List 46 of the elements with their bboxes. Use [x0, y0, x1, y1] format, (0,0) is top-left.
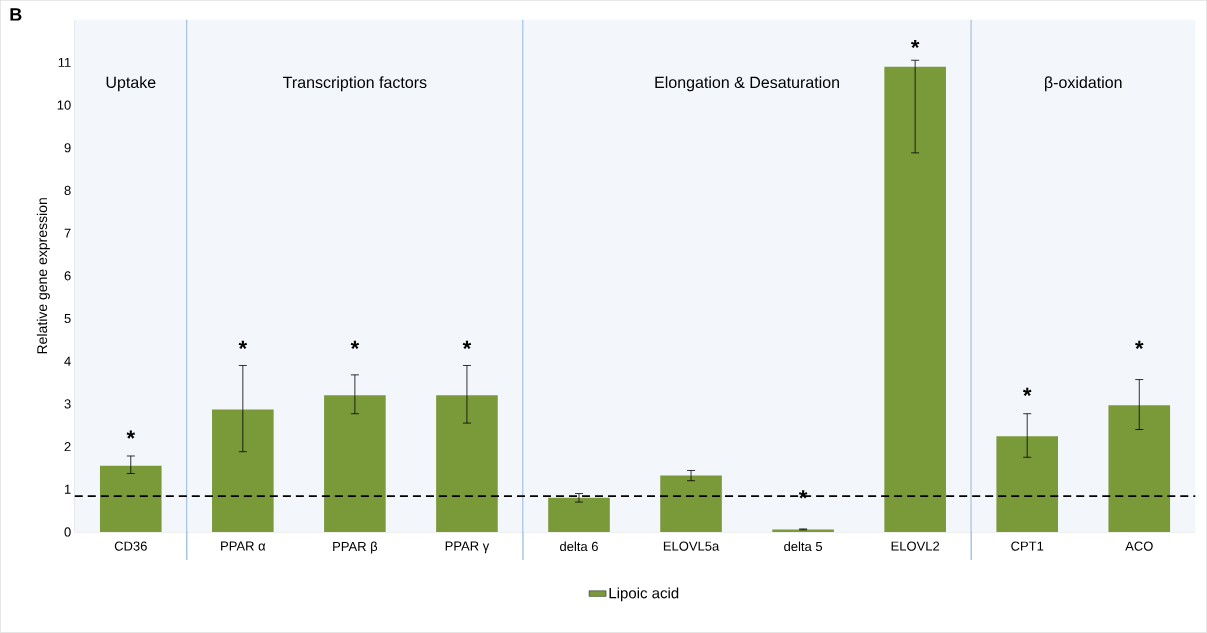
- x-tick-label: PPAR α: [221, 541, 266, 551]
- y-tick-label: 10: [57, 100, 71, 110]
- annotation: *: [1135, 340, 1144, 350]
- bar: [884, 66, 946, 533]
- y-tick-label: 6: [64, 271, 71, 281]
- bar: [99, 465, 162, 533]
- annotation: *: [126, 430, 136, 439]
- annotation: *: [462, 340, 472, 350]
- x-tick-label: ELOVL5a: [663, 541, 720, 551]
- x-tick-label: delta 6: [560, 541, 598, 552]
- x-tick-label: PPAR β: [333, 541, 378, 554]
- y-tick-label: 8: [64, 185, 71, 196]
- bar: [436, 395, 498, 533]
- annotation: *: [1022, 387, 1032, 397]
- x-tick-label: CPT1: [1011, 541, 1044, 551]
- y-tick-label: 4: [64, 356, 71, 366]
- y-tick-label: 3: [64, 399, 71, 409]
- x-tick-label: delta 5: [784, 541, 823, 552]
- legend-label: Lipoic acid: [609, 587, 679, 602]
- band-label: β-oxidation: [1045, 76, 1122, 92]
- band-label: Uptake: [106, 76, 156, 92]
- y-tick-label: 7: [64, 228, 71, 238]
- y-tick-label: 9: [64, 143, 71, 153]
- annotation: *: [238, 340, 248, 350]
- bar: [772, 529, 834, 533]
- x-tick-label: ACO: [1125, 541, 1153, 551]
- bar: [1108, 405, 1171, 533]
- y-tick-label: 2: [64, 442, 71, 452]
- band-label: Transcription factors: [283, 76, 427, 92]
- x-tick-label: CD36: [114, 541, 147, 551]
- bar: [324, 395, 386, 533]
- chart-title: B: [10, 8, 22, 21]
- bar: [660, 475, 722, 533]
- x-tick-label: ELOVL2: [891, 541, 940, 551]
- bar: [548, 497, 610, 533]
- bar: [996, 436, 1059, 533]
- y-axis-title: Relative gene expression: [36, 198, 50, 354]
- annotation: *: [910, 40, 920, 49]
- y-tick-label: 5: [64, 314, 71, 324]
- y-tick-label: 11: [58, 58, 71, 68]
- y-tick-label: 1: [64, 484, 71, 494]
- bar: [212, 409, 274, 533]
- y-tick-label: 0: [64, 527, 71, 537]
- x-tick-label: PPAR γ: [445, 541, 490, 554]
- band-label: Elongation & Desaturation: [655, 76, 839, 92]
- annotation: *: [350, 340, 360, 350]
